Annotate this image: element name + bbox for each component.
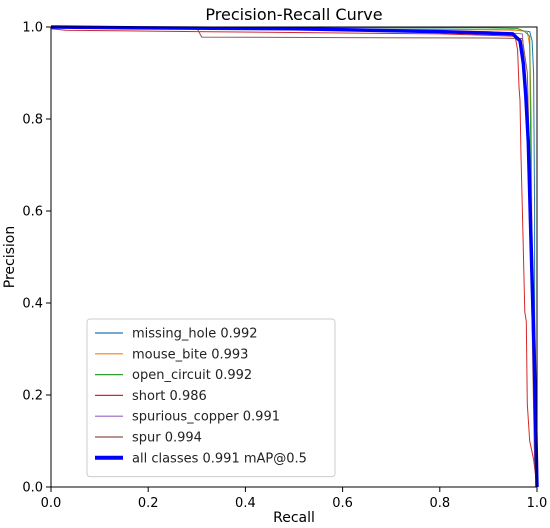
legend-label: all classes 0.991 mAP@0.5 [132,451,307,466]
legend: missing_hole 0.992 mouse_bite 0.993 open_c… [86,318,336,478]
x-tick-label: 0.4 [235,496,256,511]
y-tick-label: 0.2 [22,389,43,404]
legend-label: spur 0.994 [132,431,202,446]
series-line-6 [50,25,539,488]
plot-area [50,25,539,488]
plot-frame [50,26,538,488]
x-tick-label: 0.8 [429,496,450,511]
legend-label: open_circuit 0.992 [132,368,252,383]
legend-label: spurious_copper 0.991 [132,410,280,425]
y-axis-title: Precision [2,226,18,288]
x-tick-label: 0.0 [41,496,62,511]
x-tick-label: 1.0 [527,496,548,511]
y-tick-label: 1.0 [22,21,43,36]
legend-label: short 0.986 [132,389,207,404]
y-tick-label: 0.4 [22,297,43,312]
x-tick-label: 0.2 [138,496,159,511]
y-tick-label: 0.0 [22,481,43,496]
y-tick-label: 0.6 [22,205,43,220]
x-axis-title: Recall [273,510,315,526]
legend-label: mouse_bite 0.993 [132,347,248,362]
legend-box [86,318,336,478]
x-tick-label: 0.6 [332,496,353,511]
series-line-3 [50,28,538,488]
axis-ticks: 0.0 0.2 0.4 0.6 0.8 1.0 0.0 0.2 0.4 0.6 0.8 1.0 [22,21,547,512]
y-tick-label: 0.8 [22,113,43,128]
legend-label: missing_hole 0.992 [132,327,258,342]
chart-title: Precision-Recall Curve [205,5,382,24]
